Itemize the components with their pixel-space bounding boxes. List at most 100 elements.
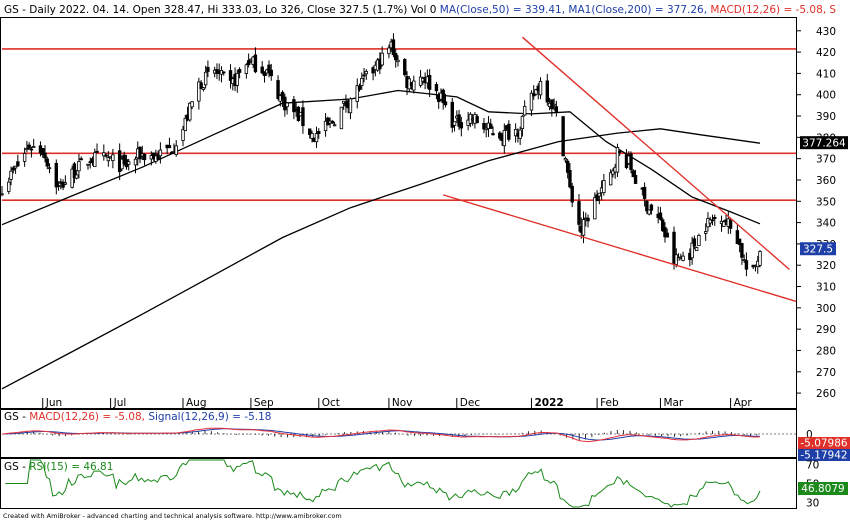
- candle-body: [708, 219, 712, 224]
- candle-body: [735, 230, 740, 245]
- candle-body: [534, 89, 538, 95]
- candle-body: [522, 106, 527, 116]
- ma50-legend: MA(Close,50) = 339.41,: [440, 4, 569, 16]
- candle-body: [77, 161, 81, 172]
- macd-zero-tick: 0: [806, 429, 813, 441]
- price-header: GS - Daily 2022. 04. 14. Open 328.47, Hi…: [4, 4, 836, 16]
- candle-body: [475, 116, 479, 124]
- close-badge-value: 327.5: [803, 244, 833, 256]
- candle-body: [285, 102, 289, 108]
- candle-body: [633, 175, 638, 184]
- candle-body: [355, 85, 359, 102]
- candle-body: [72, 163, 77, 179]
- candle-body: [642, 186, 647, 199]
- candle-body: [491, 133, 495, 136]
- candle-body: [611, 170, 615, 175]
- candle-body: [380, 52, 384, 66]
- candle-body: [95, 150, 99, 153]
- candle-body: [13, 165, 18, 169]
- candle-body: [427, 75, 432, 90]
- candle-body: [434, 84, 439, 92]
- macd-line: [1, 427, 761, 443]
- candle-body: [199, 82, 203, 89]
- candle-body: [586, 217, 590, 222]
- candle-body: [93, 152, 97, 168]
- candle-body: [364, 71, 368, 75]
- candle-body: [310, 133, 314, 139]
- rsi-badge: 46.8079: [798, 482, 848, 495]
- candle-body: [663, 227, 667, 238]
- candle-body: [520, 115, 525, 129]
- y-tick-label: 370: [816, 154, 836, 166]
- x-tick-label: Dec: [460, 397, 481, 409]
- macd-header: GS - MACD(12,26) = -5.08, Signal(12,26,9…: [4, 411, 271, 423]
- candle-body: [697, 235, 701, 247]
- candle-body: [615, 147, 620, 173]
- x-tick-label: 2022: [534, 397, 563, 409]
- ma200-badge-value: 377.264: [802, 138, 846, 150]
- candle-body: [545, 80, 550, 103]
- candle-body: [228, 70, 233, 81]
- footer-credit: Created with AmiBroker - advanced charti…: [3, 512, 342, 520]
- x-tick-label: Nov: [392, 397, 413, 409]
- candle-body: [631, 170, 635, 178]
- candle-body: [7, 181, 11, 192]
- ma200-line-group: [1, 128, 761, 390]
- candle-body: [22, 153, 27, 162]
- y-tick-label: 310: [816, 282, 836, 294]
- svg-text:46.8079: 46.8079: [801, 483, 844, 495]
- rsi-line-group: [5, 459, 761, 508]
- x-tick-label: Oct: [322, 397, 340, 409]
- candle-body: [70, 168, 74, 188]
- candle-body: [482, 122, 486, 130]
- y-tick-label: 300: [816, 303, 836, 315]
- x-tick-label: Feb: [600, 397, 619, 409]
- candle-body: [357, 85, 362, 90]
- candle-body: [314, 133, 319, 143]
- candle-body: [206, 66, 210, 72]
- candle-body: [489, 123, 493, 129]
- candle-body: [387, 47, 391, 55]
- candle-body: [25, 148, 29, 151]
- candle-body: [722, 221, 726, 227]
- candle-body: [502, 130, 507, 147]
- rsi-panel-frame: [0, 458, 797, 509]
- candle-body: [183, 117, 187, 131]
- candle-body: [532, 93, 536, 97]
- candle-body: [563, 158, 568, 161]
- y-tick-label: 320: [816, 260, 836, 272]
- candle-body: [595, 194, 599, 202]
- rsi-tick-label: 30: [806, 497, 819, 509]
- candle-body: [16, 161, 20, 167]
- x-tick-label: Jun: [45, 397, 62, 409]
- candle-body: [102, 152, 106, 157]
- candle-body: [692, 238, 697, 247]
- candle-body: [330, 120, 335, 124]
- candle-body: [348, 98, 353, 114]
- ma200-legend: MA1(Close,200) = 377.26,: [568, 4, 710, 16]
- candle-body: [450, 101, 454, 128]
- candle-body: [188, 102, 192, 121]
- candle-body: [190, 101, 194, 108]
- candle-body: [694, 247, 699, 252]
- candle-body: [568, 170, 572, 188]
- candle-body: [665, 232, 669, 238]
- candle-body: [676, 257, 681, 261]
- trendline: [521, 36, 790, 271]
- candle-body: [260, 66, 264, 74]
- ma200-badge: 377.264: [800, 136, 848, 150]
- candle-body: [317, 131, 321, 134]
- candle-body: [647, 209, 651, 215]
- candle-body: [292, 99, 296, 113]
- trendlines: [443, 36, 797, 303]
- rsi-header: GS - RSI(15) = 46.81: [4, 461, 113, 473]
- candle-body: [713, 216, 717, 219]
- candle-body: [262, 71, 267, 77]
- candle-body: [661, 219, 665, 232]
- candle-body: [728, 220, 733, 229]
- candle-body: [645, 200, 649, 212]
- y-tick-label: 290: [816, 324, 836, 336]
- candle-body: [552, 103, 556, 106]
